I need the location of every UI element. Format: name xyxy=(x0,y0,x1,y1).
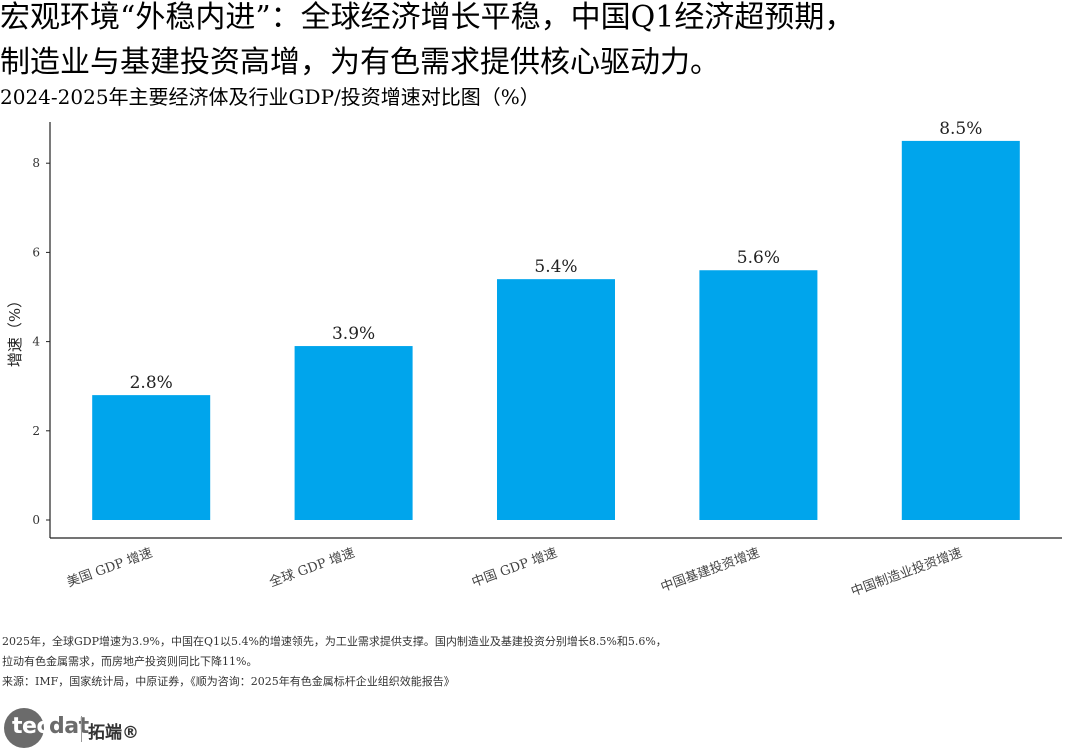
headline-line-2: 制造业与基建投资高增，为有色需求提供核心驱动力。 xyxy=(0,45,720,80)
chart-title: 2024-2025年主要经济体及行业GDP/投资增速对比图（%） xyxy=(0,85,540,109)
bar xyxy=(699,270,818,520)
y-axis-title: 增速（%） xyxy=(6,293,24,367)
y-tick-label: 4 xyxy=(32,335,40,349)
bar-chart: 0 2 4 6 8 增速（%） 2.8% 美国 GDP 增速 3.9% 全球 GDP 增速 5.4%… xyxy=(6,119,1062,600)
x-category-label: 中国 GDP 增速 xyxy=(470,546,560,591)
bar-value-label: 3.9% xyxy=(332,324,375,344)
chart-note-line-1: 2025年，全球GDP增速为3.9%，中国在Q1以5.4%的增速领先，为工业需求… xyxy=(2,635,667,648)
bar-value-label: 5.6% xyxy=(737,248,780,268)
bar xyxy=(294,346,413,520)
x-category-label: 全球 GDP 增速 xyxy=(267,545,357,591)
bar xyxy=(901,140,1020,520)
x-category-label: 美国 GDP 增速 xyxy=(65,546,155,591)
bar xyxy=(497,279,615,520)
headline-line-1: 宏观环境“外稳内进”：全球经济增长平稳，中国Q1经济超预期， xyxy=(0,0,855,35)
logo-wordmark: tecdat xyxy=(12,714,89,739)
y-tick-label: 0 xyxy=(32,513,40,527)
bar xyxy=(92,395,211,520)
logo-brand-name: 拓端® xyxy=(88,723,139,743)
x-category-label: 中国基建投资增速 xyxy=(659,545,762,596)
chart-note-line-2: 拉动有色金属需求，而房地产投资则同比下降11%。 xyxy=(2,655,258,668)
logo-divider xyxy=(81,716,82,742)
bar-value-label: 8.5% xyxy=(939,119,982,139)
logo-circle-icon xyxy=(4,708,44,748)
y-tick-label: 8 xyxy=(32,156,40,170)
bar-value-label: 5.4% xyxy=(534,257,577,277)
brand-logo: tecdat 拓端® xyxy=(4,706,144,750)
bar-value-label: 2.8% xyxy=(130,373,173,393)
x-category-label: 中国制造业投资增速 xyxy=(849,545,964,600)
y-tick-label: 6 xyxy=(32,245,40,259)
y-tick-label: 2 xyxy=(32,424,40,438)
chart-source: 来源：IMF，国家统计局，中原证券，《顺为咨询：2025年有色金属标杆企业组织效… xyxy=(2,675,455,688)
